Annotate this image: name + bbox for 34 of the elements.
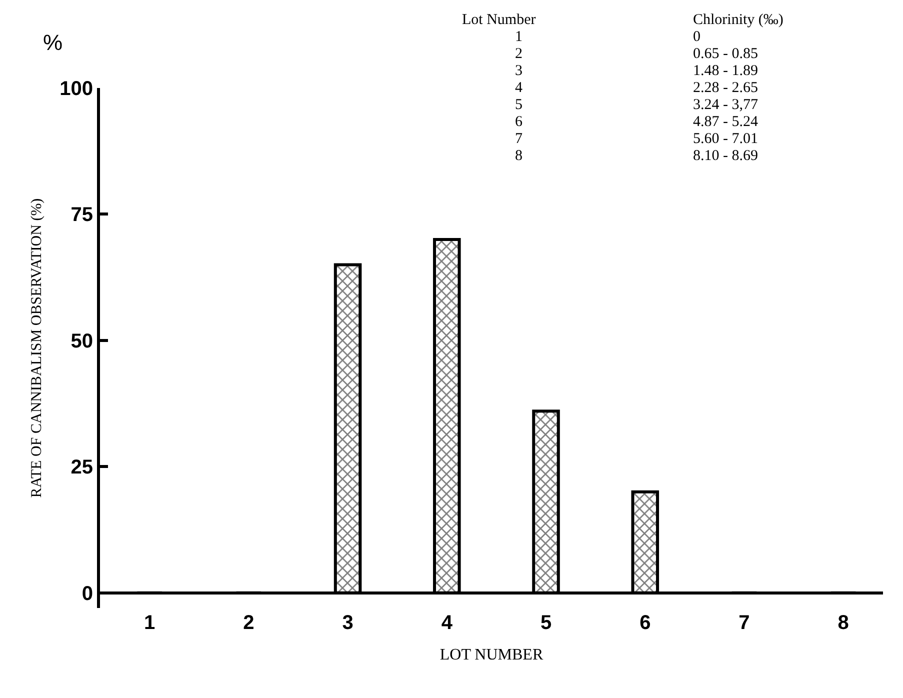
x-tick-label: 5 — [540, 612, 552, 634]
x-tick-label: 8 — [838, 612, 849, 634]
text: 1.48 - 1.89 — [693, 63, 758, 79]
annotation: 8 — [515, 148, 522, 164]
x-axis-title: LOT NUMBER — [440, 646, 544, 664]
annotation: 7 — [515, 131, 523, 147]
y-tick-label: 0 — [82, 582, 93, 605]
annotation: 5 — [515, 97, 522, 113]
annotation: 4.87 - 5.24 — [693, 114, 758, 130]
x-tick-label: 2 — [243, 612, 254, 634]
y-tick-label: 50 — [70, 330, 93, 352]
text: 1 — [515, 29, 522, 45]
y-tick-label: 25 — [70, 456, 93, 479]
text: % — [43, 30, 63, 55]
annotation: 5.60 - 7.01 — [693, 131, 758, 147]
annotation: 2.28 - 2.65 — [693, 80, 758, 96]
y-tick-label: 75 — [70, 204, 93, 226]
text: 0 — [693, 29, 700, 45]
text: 2 — [515, 46, 522, 62]
annotation: 4 — [515, 80, 523, 96]
annotation: 8.10 - 8.69 — [693, 148, 758, 164]
text: Lot Number — [462, 12, 536, 28]
text: 3 — [515, 63, 522, 79]
y-axis-title: RATE OF CANNIBALISM OBSERVATION (%) — [28, 198, 45, 498]
annotation: 6 — [515, 114, 523, 130]
annotation: 3.24 - 3,77 — [693, 97, 758, 113]
text: Chlorinity (‰) — [693, 12, 784, 28]
x-tick-label: 6 — [640, 612, 651, 634]
x-tick-label: 1 — [144, 612, 156, 634]
y-tick-label: 100 — [60, 78, 93, 100]
x-tick-label: 7 — [738, 612, 750, 634]
x-tick-label: 3 — [342, 612, 354, 634]
text: 0.65 - 0.85 — [693, 46, 758, 62]
x-tick-label: 4 — [441, 612, 454, 634]
